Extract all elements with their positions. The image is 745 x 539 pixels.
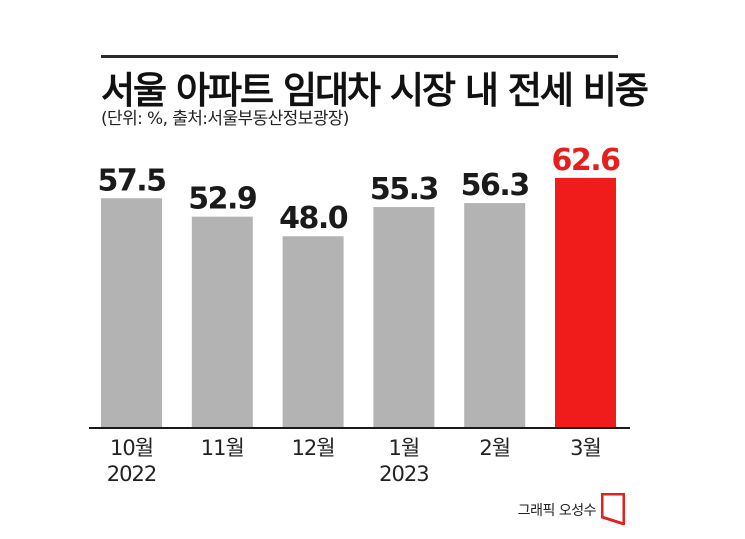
title-rule — [101, 55, 618, 58]
year-label-4: 2023 — [379, 462, 428, 486]
bar-6 — [555, 177, 616, 428]
value-label-2: 52.9 — [188, 182, 256, 217]
category-label-2: 11월 — [201, 436, 244, 460]
value-label-6: 62.6 — [551, 143, 620, 178]
bar-5 — [464, 203, 526, 428]
year-label-1: 2022 — [107, 462, 156, 486]
value-label-5: 56.3 — [461, 168, 529, 203]
value-label-4: 55.3 — [370, 172, 438, 207]
category-label-1: 10월 — [110, 436, 153, 460]
category-label-4: 1월 — [389, 436, 420, 460]
value-label-3: 48.0 — [279, 201, 348, 236]
category-label-6: 3월 — [570, 436, 601, 460]
bar-3 — [282, 236, 344, 428]
bar-4 — [373, 207, 435, 428]
graphic-credit: 그래픽 오성수 — [517, 503, 597, 519]
category-label-5: 2월 — [479, 436, 510, 460]
bar-2 — [191, 216, 253, 428]
bars-group — [101, 177, 616, 428]
chart-subtitle: (단위: %, 출처:서울부동산정보광장) — [101, 109, 349, 129]
value-labels-group: 57.5 52.9 48.0 55.3 56.3 62.6 — [97, 143, 621, 236]
bar-1 — [101, 198, 162, 428]
value-label-1: 57.5 — [97, 163, 165, 198]
chart-title: 서울 아파트 임대차 시장 내 전세 비중 — [101, 69, 649, 112]
category-label-3: 12월 — [292, 436, 335, 460]
publisher-logo-icon — [601, 493, 625, 525]
